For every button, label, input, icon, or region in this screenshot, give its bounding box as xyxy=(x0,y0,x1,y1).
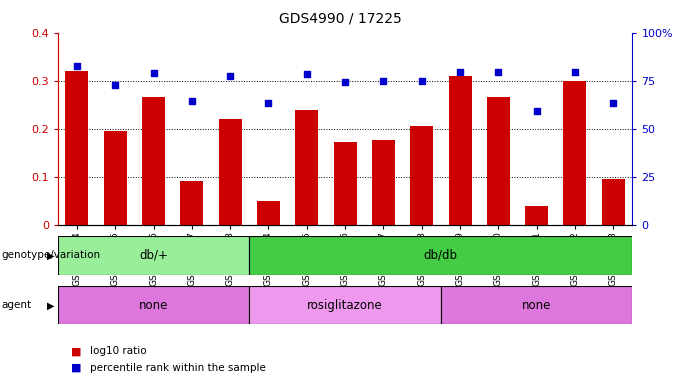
Text: genotype/variation: genotype/variation xyxy=(1,250,101,260)
Point xyxy=(186,98,197,104)
Bar xyxy=(65,71,88,225)
Point xyxy=(416,78,427,84)
Bar xyxy=(180,182,203,225)
Bar xyxy=(142,98,165,225)
Bar xyxy=(449,76,471,225)
Bar xyxy=(564,81,586,225)
Text: ▶: ▶ xyxy=(47,300,54,310)
Point xyxy=(378,78,389,84)
Point xyxy=(109,83,121,89)
Text: db/db: db/db xyxy=(424,249,458,262)
Bar xyxy=(602,179,625,225)
Bar xyxy=(410,126,433,225)
Text: ■: ■ xyxy=(71,363,82,373)
Text: percentile rank within the sample: percentile rank within the sample xyxy=(90,363,267,373)
Point xyxy=(301,71,312,78)
Point xyxy=(454,69,465,75)
Text: GDS4990 / 17225: GDS4990 / 17225 xyxy=(279,12,401,25)
Point xyxy=(493,69,504,75)
Bar xyxy=(441,286,632,324)
Bar xyxy=(58,286,250,324)
Text: ■: ■ xyxy=(71,346,82,356)
Text: none: none xyxy=(522,299,551,312)
Bar xyxy=(334,142,356,225)
Bar xyxy=(219,119,241,225)
Bar xyxy=(250,286,441,324)
Text: log10 ratio: log10 ratio xyxy=(90,346,147,356)
Point xyxy=(339,79,351,85)
Point xyxy=(148,70,159,76)
Bar xyxy=(58,236,250,275)
Point xyxy=(531,108,542,114)
Bar xyxy=(295,111,318,225)
Text: db/+: db/+ xyxy=(139,249,168,262)
Bar xyxy=(372,140,395,225)
Bar xyxy=(104,131,126,225)
Point xyxy=(569,69,580,75)
Text: rosiglitazone: rosiglitazone xyxy=(307,299,383,312)
Point xyxy=(263,100,274,106)
Text: agent: agent xyxy=(1,300,31,310)
Point xyxy=(608,100,619,106)
Text: ▶: ▶ xyxy=(47,250,54,260)
Bar xyxy=(257,201,280,225)
Bar xyxy=(487,98,510,225)
Bar xyxy=(250,236,632,275)
Point xyxy=(71,63,82,70)
Point xyxy=(224,73,236,79)
Bar xyxy=(525,207,548,225)
Text: none: none xyxy=(139,299,168,312)
